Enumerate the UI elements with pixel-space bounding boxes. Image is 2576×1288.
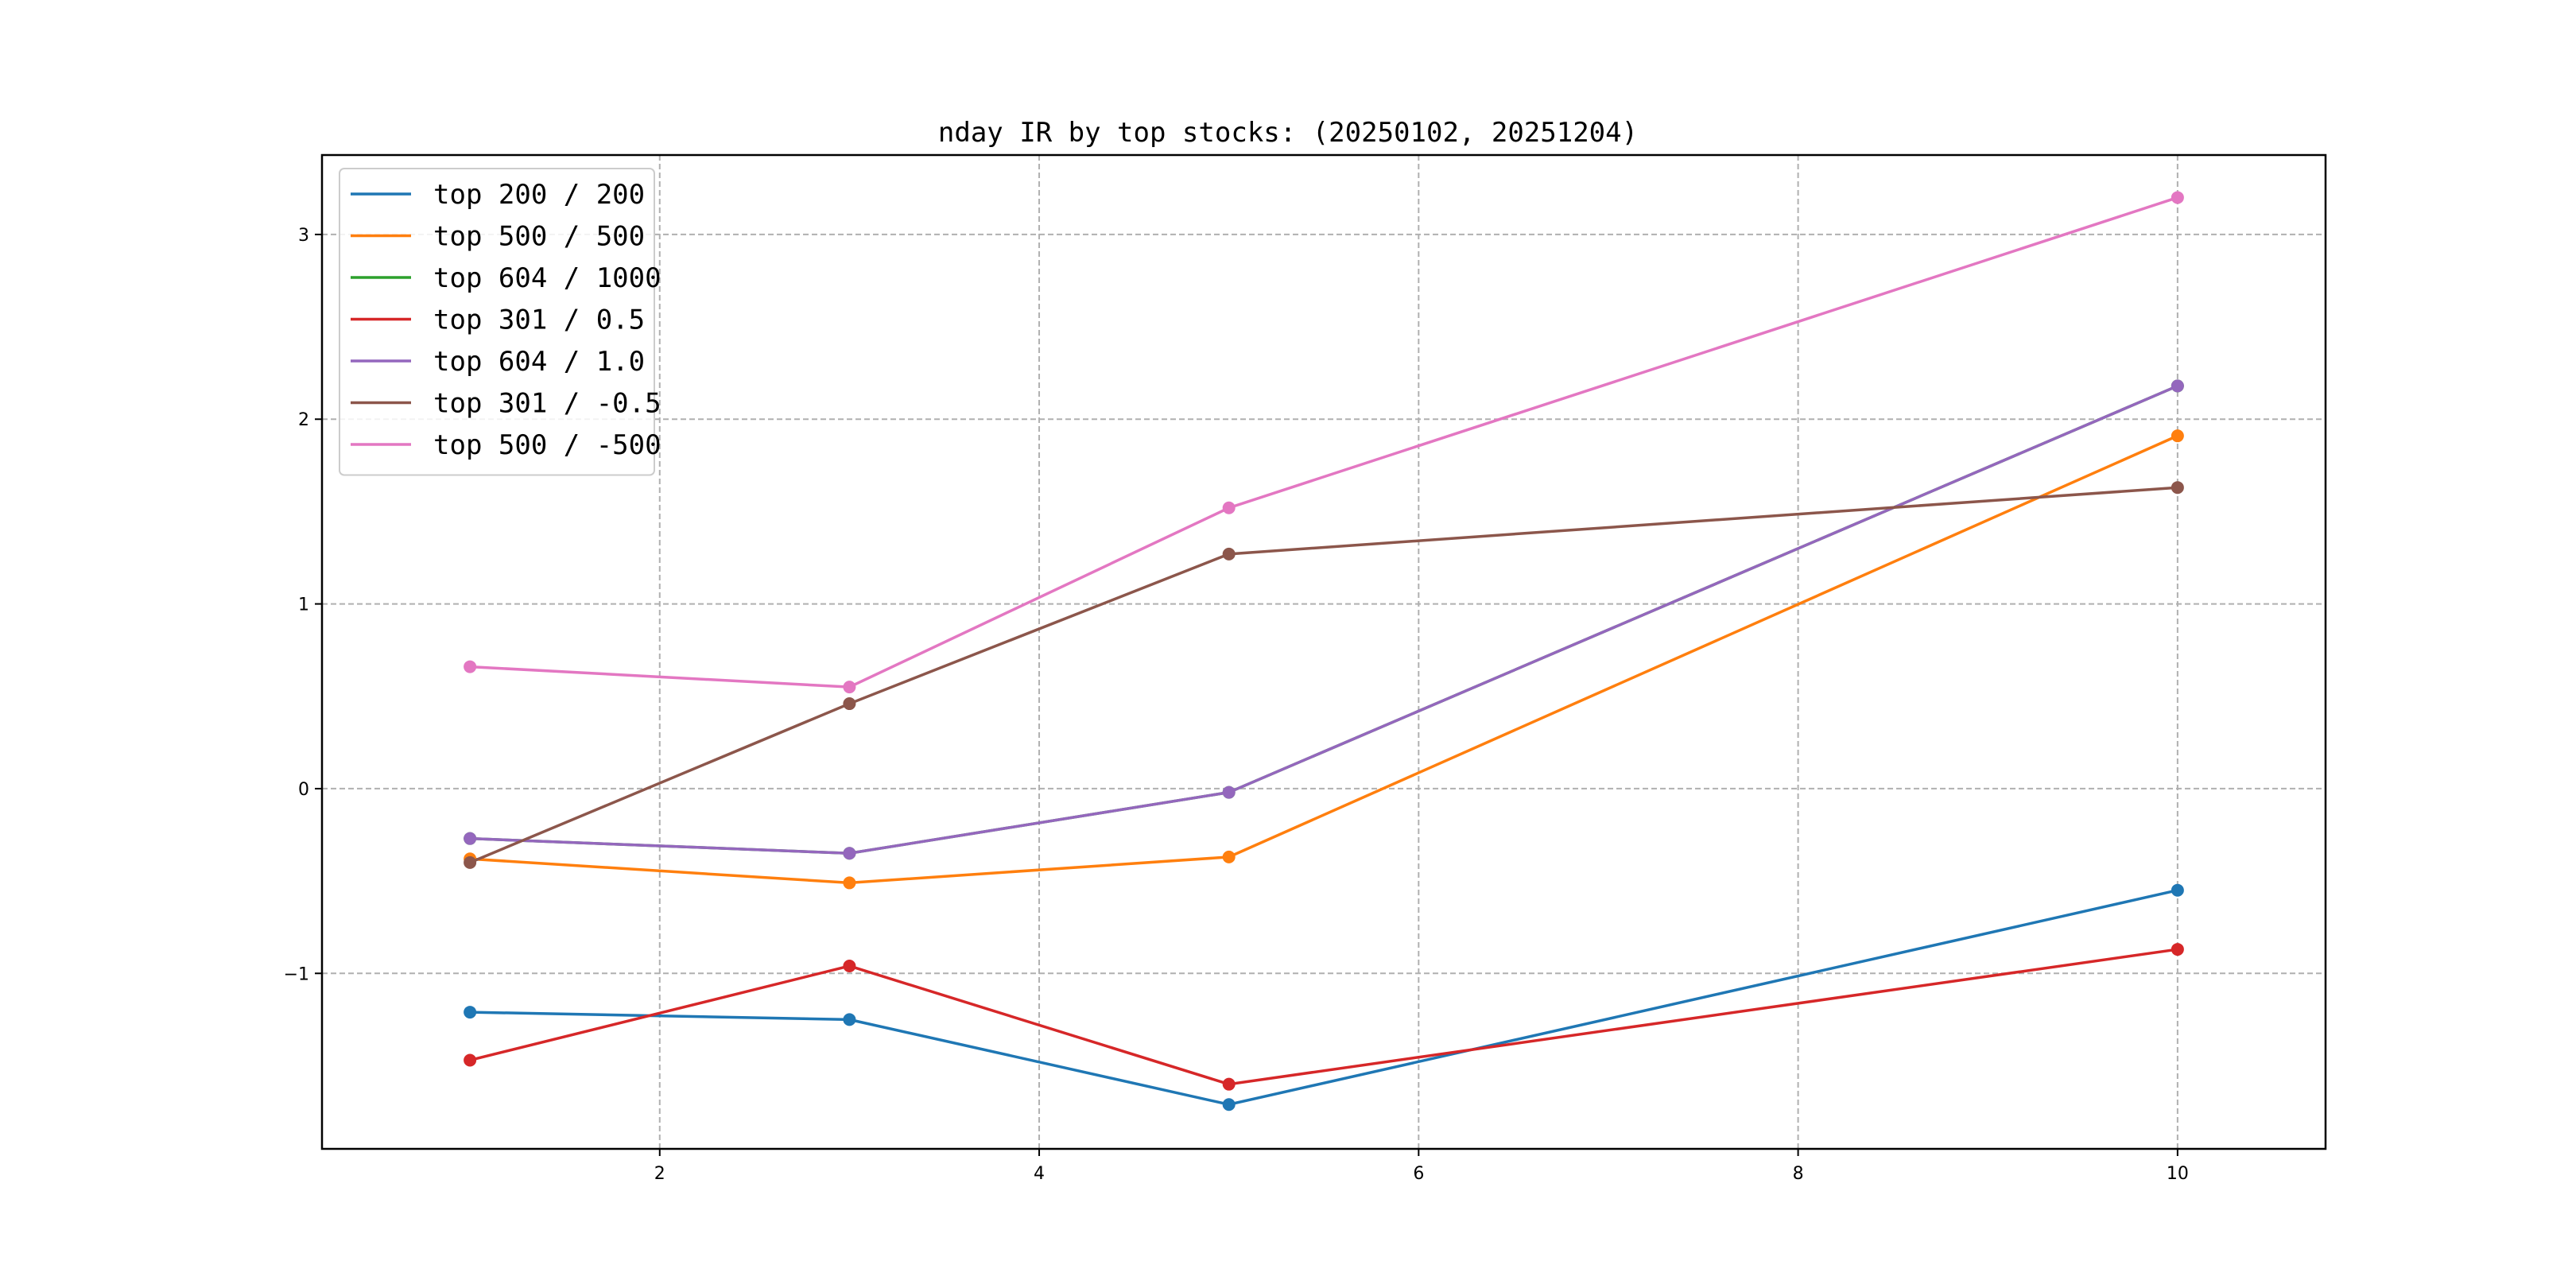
series-line (470, 434, 2178, 885)
grid-layer (322, 155, 2326, 1149)
series-layer (464, 191, 2184, 1111)
legend-label: top 604 / 1000 (433, 262, 661, 294)
x-tick-label: 4 (1034, 1164, 1045, 1184)
data-point (843, 697, 856, 711)
data-point (1222, 1077, 1236, 1091)
series-6 (464, 481, 2184, 869)
data-point (464, 832, 477, 845)
y-tick-label: 1 (298, 596, 309, 615)
legend-item: top 500 / -500 (351, 429, 661, 461)
data-point (1222, 547, 1236, 561)
data-point (1222, 1098, 1236, 1111)
y-tick-label: 0 (298, 780, 309, 800)
data-point (843, 681, 856, 694)
series-line (469, 486, 2178, 864)
chart-title: nday IR by top stocks: (20250102, 202512… (938, 117, 1638, 149)
data-point (2171, 943, 2184, 956)
plot-area (322, 155, 2326, 1149)
legend-item: top 301 / 0.5 (351, 305, 645, 336)
plot-frame (320, 153, 2327, 1150)
data-point (1222, 786, 1236, 799)
legend-box (339, 168, 655, 476)
data-point (843, 1013, 856, 1026)
data-point (843, 959, 856, 972)
data-point (843, 876, 856, 890)
series-line (470, 384, 2178, 855)
legend-label: top 301 / -0.5 (433, 388, 661, 420)
y-tick-label: 3 (298, 226, 309, 246)
data-point (1222, 501, 1236, 514)
data-point (843, 847, 856, 860)
data-point (2171, 191, 2184, 204)
series-line (470, 196, 2178, 689)
data-point (2171, 883, 2184, 897)
series-7 (464, 191, 2184, 694)
data-point (2171, 429, 2184, 443)
data-point (464, 855, 477, 869)
legend-item: top 604 / 1.0 (351, 346, 645, 378)
legend-item: top 500 / 500 (351, 221, 645, 253)
x-tick-label: 2 (654, 1164, 665, 1184)
legend-item: top 200 / 200 (351, 179, 645, 211)
legend-item: top 604 / 1000 (351, 262, 661, 294)
series-1 (464, 883, 2184, 1111)
legend: top 200 / 200 top 500 / 500 top 604 / 1000… (339, 168, 661, 476)
y-tick-label: −1 (284, 964, 309, 984)
legend-item: top 301 / -0.5 (351, 388, 661, 420)
series-line (469, 948, 2178, 1086)
data-point (2171, 379, 2184, 393)
legend-label: top 500 / -500 (433, 429, 661, 461)
series-5 (464, 379, 2184, 860)
x-tick-label: 8 (1793, 1164, 1804, 1184)
data-point (1222, 850, 1236, 863)
data-point (464, 660, 477, 673)
legend-label: top 604 / 1.0 (433, 346, 645, 378)
legend-label: top 500 / 500 (433, 221, 645, 253)
x-tick-label: 10 (2167, 1164, 2189, 1184)
tick-layer: 2 4 6 8 10 −1 0 1 2 3 (284, 226, 2189, 1184)
data-point (2171, 481, 2184, 495)
data-point (464, 1053, 477, 1067)
legend-label: top 301 / 0.5 (433, 305, 645, 336)
series-4 (464, 943, 2184, 1091)
series-line (470, 889, 2178, 1107)
legend-label: top 200 / 200 (433, 179, 645, 211)
x-tick-label: 6 (1413, 1164, 1424, 1184)
data-point (464, 1006, 477, 1019)
y-tick-label: 2 (298, 410, 309, 430)
